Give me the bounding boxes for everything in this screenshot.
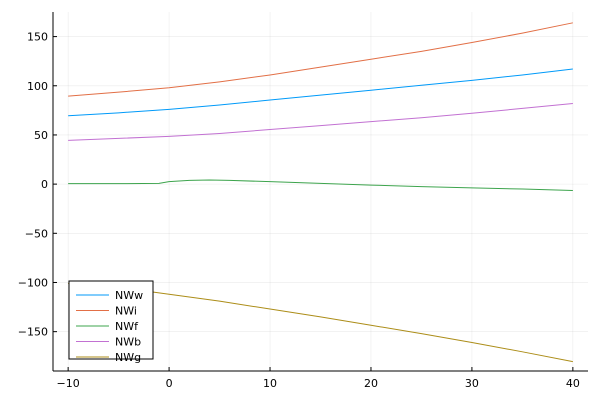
- x-tick-label: 30: [465, 377, 479, 390]
- axes: [52, 12, 588, 372]
- grid: [53, 12, 588, 371]
- y-tick-label: −150: [18, 326, 48, 339]
- x-tick-label: 0: [166, 377, 173, 390]
- legend-label: NWw: [115, 289, 143, 302]
- legend: NWw NWi NWf NWb NWg: [68, 280, 154, 364]
- y-tick-label: 150: [27, 31, 48, 44]
- y-tick-label: 0: [41, 178, 48, 191]
- y-tick-label: 100: [27, 80, 48, 93]
- x-tick-label: 40: [566, 377, 580, 390]
- x-tick-label: −10: [57, 377, 80, 390]
- legend-label: NWi: [115, 305, 137, 318]
- series-line-nwi: [68, 22, 573, 97]
- y-tick-label: −100: [18, 276, 48, 289]
- legend-box: [68, 280, 154, 360]
- y-tick-label: −50: [25, 227, 48, 240]
- series-line-nwb: [68, 102, 573, 141]
- series-line-nww: [68, 68, 573, 117]
- x-tick-label: 20: [364, 377, 378, 390]
- y-tick-label: 50: [34, 129, 48, 142]
- legend-label: NWg: [115, 351, 141, 364]
- legend-label: NWb: [115, 336, 141, 349]
- series-line-nwf: [68, 179, 573, 192]
- x-tick-label: 10: [263, 377, 277, 390]
- legend-label: NWf: [115, 320, 139, 333]
